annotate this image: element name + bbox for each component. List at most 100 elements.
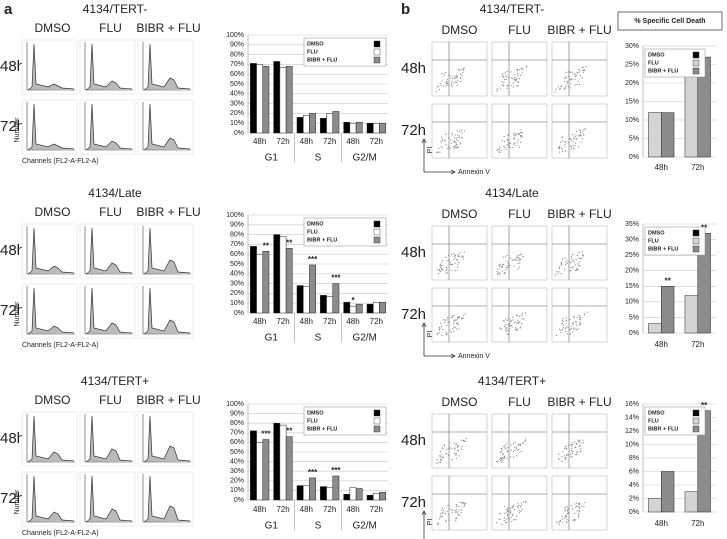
row-label: 72h (0, 490, 25, 507)
x-tick-label: 72h (691, 163, 704, 172)
scatter-dot (507, 511, 509, 513)
scatter-dot (518, 444, 520, 446)
column-label: DMSO (442, 23, 478, 37)
histogram-frame (79, 39, 136, 95)
scatter-dot (579, 450, 582, 452)
scatter-dot (570, 146, 573, 148)
scatter-dot (501, 449, 503, 451)
scatter-dot (573, 519, 575, 521)
scatter-dot (521, 508, 523, 511)
scatter-dot (518, 133, 520, 135)
scatter-dot (565, 320, 567, 322)
scatter-dot (500, 87, 502, 89)
scatter-dot (554, 274, 557, 276)
scatter-dot (458, 262, 460, 264)
scatter-dot (521, 312, 523, 314)
scatter-dot (566, 262, 569, 265)
scatter-dot (506, 87, 508, 89)
scatter-dot (441, 507, 443, 509)
legend-label: BIBR + FLU (648, 426, 678, 432)
scatter-frame (491, 287, 548, 343)
legend-label: DMSO (648, 230, 665, 236)
scatter-dot (455, 147, 457, 149)
scatter-dot (507, 84, 509, 86)
scatter-dot (571, 447, 573, 450)
scatter-dot (571, 255, 573, 258)
legend-swatch (692, 245, 700, 253)
scatter-dot (566, 512, 568, 515)
x-tick-label: 72h (370, 317, 383, 326)
scatter-dot (572, 144, 574, 147)
scatter-dot (449, 508, 451, 510)
scatter-dot (451, 459, 453, 461)
scatter-dot (511, 77, 514, 80)
x-tick-label: 72h (691, 519, 704, 528)
scatter-dot (574, 145, 576, 147)
scatter-dot (520, 132, 522, 134)
scatter-dot (452, 145, 455, 148)
x-axis-label: Channels (FL2-A-FL2-A) (22, 158, 99, 165)
scatter-dot (576, 267, 578, 269)
scatter-dot (443, 85, 445, 87)
scatter-dot (461, 136, 463, 138)
scatter-dot (441, 334, 443, 337)
scatter-dot (565, 448, 567, 450)
scatter-dot (452, 74, 454, 76)
scatter-dot (451, 132, 453, 135)
legend-label: FLU (648, 238, 659, 244)
scatter-dot (571, 71, 573, 73)
scatter-dot (579, 321, 581, 323)
scatter-dot (570, 139, 573, 141)
bar (379, 122, 386, 134)
y-tick-label: 60% (230, 71, 244, 78)
scatter-dot (516, 515, 518, 517)
scatter-dot (574, 441, 576, 443)
scatter-dot (581, 67, 583, 69)
bar (320, 118, 327, 134)
scatter-dot (438, 461, 440, 464)
y-tick-label: 0% (234, 497, 244, 504)
scatter-dot (464, 505, 466, 507)
scatter-dot (506, 144, 508, 146)
scatter-dot (555, 88, 557, 90)
scatter-dot (497, 268, 499, 270)
scatter-dot (515, 518, 517, 521)
scatter-dot (566, 508, 569, 511)
histogram-trace (85, 227, 133, 275)
scatter-dot (496, 461, 498, 463)
scatter-dot (443, 444, 445, 446)
scatter-dot (516, 72, 519, 75)
scatter-dot (497, 148, 499, 150)
column-label: BIBR + FLU (547, 207, 611, 221)
scatter-dot (576, 443, 578, 445)
scatter-dot (575, 269, 578, 271)
scatter-dot (578, 512, 580, 515)
histogram-trace (143, 43, 191, 91)
scatter-dot (565, 516, 567, 518)
scatter-dot (441, 136, 443, 138)
scatter-dot (575, 269, 577, 272)
scatter-dot (582, 71, 584, 73)
scatter-dot (504, 445, 506, 447)
scatter-dot (447, 254, 450, 256)
scatter-dot (445, 448, 447, 451)
scatter-dot (453, 140, 455, 143)
y-tick-label: 90% (230, 42, 244, 49)
row-label: 48h (401, 432, 426, 449)
block-title: 4134/TERT- (480, 2, 544, 16)
scatter-dot (439, 82, 441, 84)
scatter-dot (522, 441, 524, 443)
scatter-dot (456, 506, 458, 508)
scatter-dot (456, 137, 458, 139)
scatter-dot (459, 130, 461, 133)
scatter-dot (461, 502, 464, 504)
scatter-dot (578, 503, 581, 506)
scatter-frame (551, 41, 608, 97)
histogram-trace (143, 415, 191, 463)
scatter-dot (500, 149, 502, 151)
scatter-dot (438, 329, 441, 331)
scatter-dot (453, 452, 455, 455)
scatter-dot (567, 85, 569, 88)
scatter-dot (512, 86, 514, 88)
scatter-dot (564, 88, 566, 90)
